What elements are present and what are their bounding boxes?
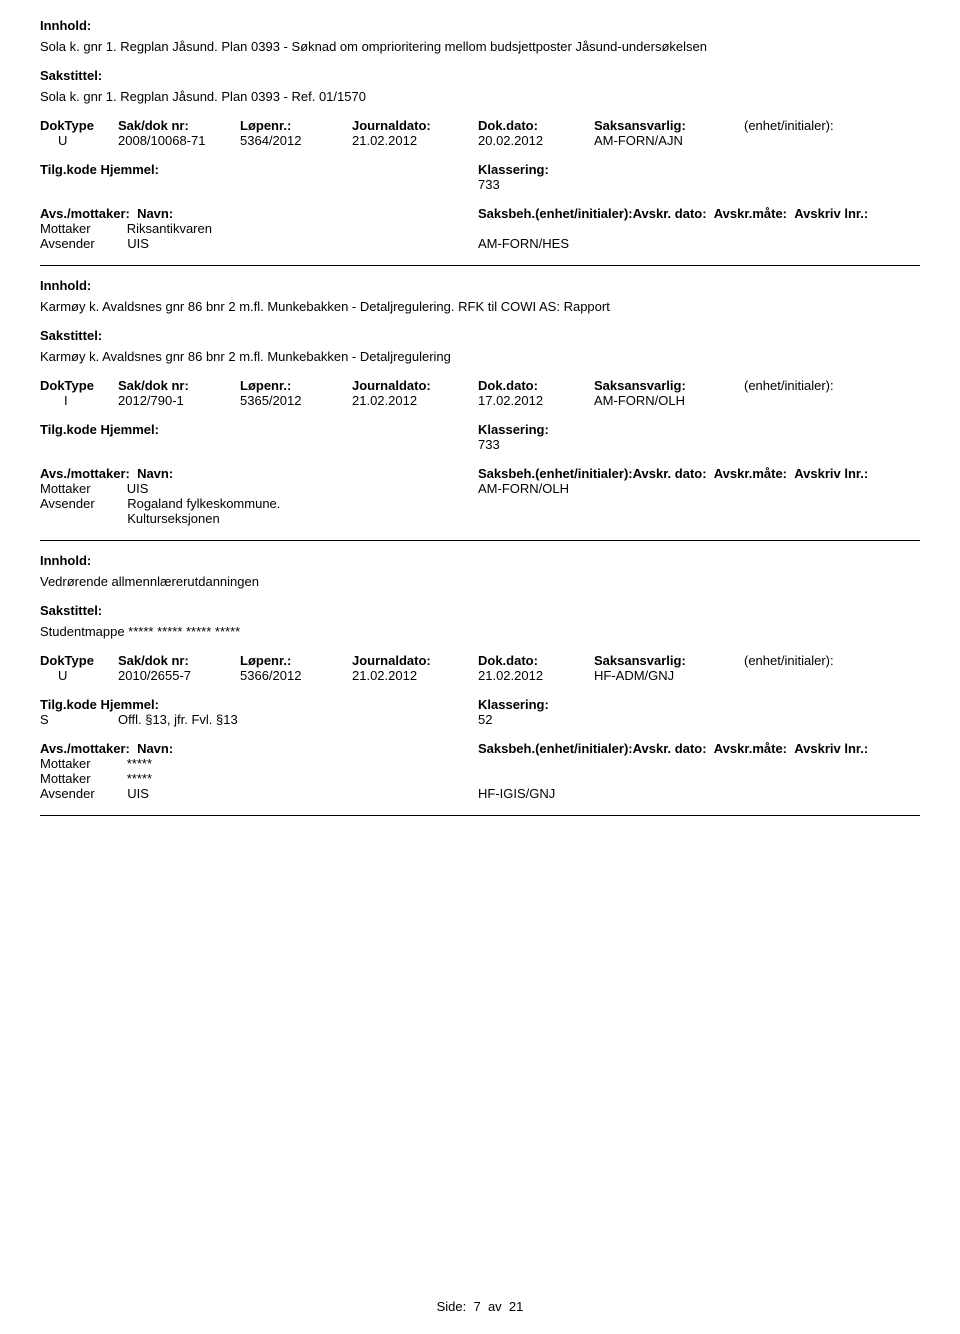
innhold-label: Innhold: (40, 553, 920, 568)
avsmottaker-hdr: Avs./mottaker: (40, 206, 130, 221)
meta-table: DokType Sak/dok nr: Løpenr.: Journaldato… (40, 653, 920, 801)
journal-record: Innhold: Vedrørende allmennlærerutdannin… (40, 553, 920, 816)
tilgkode-val (40, 177, 118, 192)
innhold-label: Innhold: (40, 278, 920, 293)
klassering-val: 52 (478, 712, 920, 727)
doktype-val: I (40, 393, 118, 408)
party-role: Mottaker (40, 756, 91, 771)
navn-hdr: Navn: (137, 206, 173, 221)
innhold-text: Karmøy k. Avaldsnes gnr 86 bnr 2 m.fl. M… (40, 299, 920, 314)
dokdato-val: 21.02.2012 (478, 668, 594, 683)
sakstittel-label: Sakstittel: (40, 603, 920, 618)
party-role: Mottaker (40, 221, 91, 236)
klassering-val: 733 (478, 437, 920, 452)
hjemmel-val (118, 177, 240, 192)
party-name: Rogaland fylkeskommune. Kulturseksjonen (127, 496, 357, 526)
page-footer: Side: 7 av 21 (40, 1299, 920, 1314)
lopenr-val: 5366/2012 (240, 668, 352, 683)
saksansvarlig-val: AM-FORN/OLH (594, 393, 744, 408)
party-saksbeh: AM-FORN/OLH (478, 481, 920, 496)
party-name: UIS (127, 236, 149, 251)
party-name: UIS (127, 481, 149, 496)
lopenr-val: 5365/2012 (240, 393, 352, 408)
party-role: Mottaker (40, 771, 91, 786)
party-saksbeh (478, 496, 920, 526)
avskrdato-hdr: Avskr. dato: (633, 206, 707, 221)
sakdok-hdr: Sak/dok nr: (118, 118, 240, 133)
journaldato-hdr: Journaldato: (352, 118, 478, 133)
sakdok-val: 2008/10068-71 (118, 133, 240, 148)
doktype-hdr: DokType (40, 118, 118, 133)
party-role: Avsender (40, 496, 95, 511)
sakdok-val: 2010/2655-7 (118, 668, 240, 683)
journaldato-val: 21.02.2012 (352, 133, 478, 148)
party-saksbeh (478, 756, 920, 771)
saksansvarlig-hdr: Saksansvarlig: (594, 118, 744, 133)
klassering-hdr: Klassering: (478, 162, 920, 177)
lopenr-val: 5364/2012 (240, 133, 352, 148)
meta-table: DokType Sak/dok nr: Løpenr.: Journaldato… (40, 378, 920, 526)
record-separator (40, 265, 920, 266)
party-saksbeh (478, 771, 920, 786)
sakstittel-text: Sola k. gnr 1. Regplan Jåsund. Plan 0393… (40, 89, 920, 104)
sakdok-val: 2012/790-1 (118, 393, 240, 408)
party-role: Mottaker (40, 481, 91, 496)
party-saksbeh: AM-FORN/HES (478, 236, 920, 251)
meta-table: DokType Sak/dok nr: Løpenr.: Journaldato… (40, 118, 920, 251)
sakstittel-label: Sakstittel: (40, 68, 920, 83)
innhold-text: Sola k. gnr 1. Regplan Jåsund. Plan 0393… (40, 39, 920, 54)
hjemmel-val: Offl. §13, jfr. Fvl. §13 (118, 712, 352, 727)
innhold-text: Vedrørende allmennlærerutdanningen (40, 574, 920, 589)
journaldato-val: 21.02.2012 (352, 668, 478, 683)
klassering-val: 733 (478, 177, 920, 192)
saksansvarlig-val: AM-FORN/AJN (594, 133, 744, 148)
journaldato-val: 21.02.2012 (352, 393, 478, 408)
avskrivlnr-hdr: Avskriv lnr.: (794, 206, 868, 221)
doktype-val: U (40, 668, 118, 683)
party-name: Riksantikvaren (127, 221, 212, 236)
party-role: Avsender (40, 786, 95, 801)
doktype-val: U (40, 133, 118, 148)
sakstittel-text: Karmøy k. Avaldsnes gnr 86 bnr 2 m.fl. M… (40, 349, 920, 364)
party-name: ***** (127, 771, 152, 786)
sakstittel-text: Studentmappe ***** ***** ***** ***** (40, 624, 920, 639)
enhet-hdr: (enhet/initialer): (744, 118, 920, 133)
tilgkode-hjemmel-hdr: Tilg.kode Hjemmel: (40, 162, 240, 177)
record-separator (40, 815, 920, 816)
lopenr-hdr: Løpenr.: (240, 118, 352, 133)
party-role: Avsender (40, 236, 95, 251)
dokdato-hdr: Dok.dato: (478, 118, 594, 133)
dokdato-val: 17.02.2012 (478, 393, 594, 408)
saksansvarlig-val: HF-ADM/GNJ (594, 668, 744, 683)
avskrmate-hdr: Avskr.måte: (714, 206, 787, 221)
innhold-label: Innhold: (40, 18, 920, 33)
party-saksbeh (478, 221, 920, 236)
record-separator (40, 540, 920, 541)
party-name: UIS (127, 786, 149, 801)
party-saksbeh: HF-IGIS/GNJ (478, 786, 920, 801)
dokdato-val: 20.02.2012 (478, 133, 594, 148)
saksbeh-hdr: Saksbeh. (478, 206, 535, 221)
sakstittel-label: Sakstittel: (40, 328, 920, 343)
journal-record: Innhold: Karmøy k. Avaldsnes gnr 86 bnr … (40, 278, 920, 541)
party-name: ***** (127, 756, 152, 771)
tilgkode-val: S (40, 712, 118, 727)
journal-record: Innhold: Sola k. gnr 1. Regplan Jåsund. … (40, 18, 920, 266)
document-page: Innhold: Sola k. gnr 1. Regplan Jåsund. … (0, 0, 960, 1334)
